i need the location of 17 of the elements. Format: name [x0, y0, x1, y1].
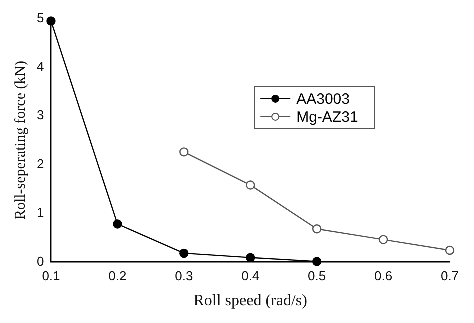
- y-tick-label: 5: [36, 10, 44, 26]
- y-tick-label: 2: [36, 156, 44, 172]
- x-tick-label: 0.3: [175, 268, 194, 284]
- x-axis-title: Roll speed (rad/s): [194, 292, 308, 310]
- y-tick-label: 1: [36, 205, 44, 220]
- legend-label: Mg-AZ31: [296, 109, 358, 126]
- y-tick-label: 4: [36, 59, 44, 74]
- y-tick-label: 3: [36, 108, 44, 123]
- y-tick-label: 0: [36, 254, 44, 269]
- legend-label: AA3003: [296, 91, 350, 108]
- x-tick-label: 0.4: [242, 268, 260, 284]
- x-tick-label: 0.2: [108, 268, 127, 284]
- x-tick-label: 0.5: [308, 268, 326, 284]
- x-tick-label: 0.7: [440, 268, 460, 284]
- x-tick-label: 0.6: [374, 268, 393, 284]
- y-axis-title: Roll-seperating force (kN): [12, 60, 29, 220]
- x-tick-label: 0.1: [42, 268, 60, 284]
